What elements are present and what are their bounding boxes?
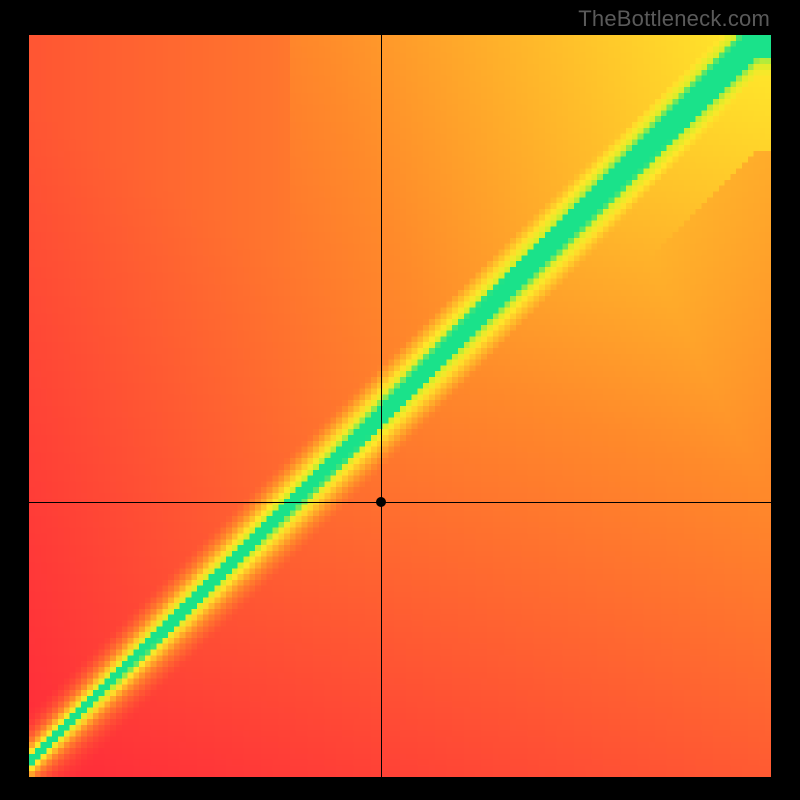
crosshair-marker [376, 497, 386, 507]
bottleneck-heatmap [29, 35, 771, 777]
crosshair-horizontal [29, 502, 771, 503]
watermark-text: TheBottleneck.com [578, 6, 770, 32]
crosshair-vertical [381, 35, 382, 777]
chart-container: { "watermark": "TheBottleneck.com", "plo… [0, 0, 800, 800]
